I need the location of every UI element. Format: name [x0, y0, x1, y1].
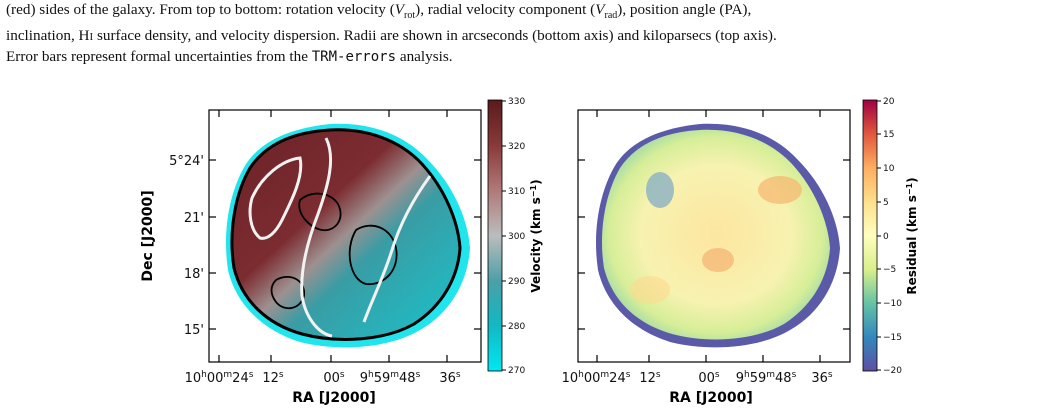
xtick-label: 00s [698, 370, 720, 386]
residual-map [596, 123, 840, 348]
colorbar-tick-label: 270 [508, 366, 525, 376]
residual-blob-negative [646, 172, 674, 208]
xtick-label: 36s [439, 370, 461, 386]
colorbar-tick-label: 0 [883, 232, 889, 242]
xtick-label: 10h00m24s [185, 370, 254, 386]
velocity-ytick-labels: 5°24' 21' 18' 15' [169, 154, 204, 338]
residual-axis-ticks [578, 110, 850, 362]
xtick-label: 12s [262, 370, 284, 386]
residual-axes-frame [577, 109, 851, 363]
xtick-label: 12s [639, 370, 661, 386]
xtick-label: 9h59m48s [736, 370, 797, 386]
contour-white-1 [248, 156, 303, 240]
colorbar-tick-label: 290 [508, 277, 525, 287]
colorbar-tick-label: 330 [508, 97, 525, 107]
colorbar-tick-label: −5 [883, 265, 896, 275]
caption-line-1: (red) sides of the galaxy. From top to b… [6, 1, 752, 22]
contour-black-1 [298, 192, 342, 232]
contour-white-2 [300, 137, 333, 338]
colorbar-tick-label: 20 [883, 97, 895, 107]
velocity-ylabel: Dec [J2000] [140, 190, 156, 281]
colorbar-tick-label: 320 [508, 142, 525, 152]
velocity-colorbar-labels: 330 320 310 300 290 280 270 [508, 97, 525, 376]
residual-xlabel: RA [J2000] [669, 390, 752, 406]
residual-blob-positive [702, 248, 734, 272]
velocity-colorbar-label: Velocity (km s−1) [529, 179, 543, 292]
contour-white-3 [362, 175, 432, 323]
residual-colorbar-label: Residual (km s−1) [905, 177, 919, 294]
velocity-axes-frame [208, 109, 482, 363]
residual-xtick-labels: 10h00m24s 12s 00s 9h59m48s 36s [562, 370, 833, 386]
residual-blob-positive [630, 276, 670, 304]
velocity-xlabel: RA [J2000] [292, 390, 375, 406]
colorbar-tick-label: −20 [883, 366, 902, 376]
colorbar-tick-label: 15 [883, 130, 894, 140]
velocity-colorbar-ticks [502, 100, 506, 371]
velocity-colorbar [487, 99, 503, 372]
residual-colorbar-labels: 20 15 10 5 0 −5 −10 −15 −20 [883, 97, 902, 376]
ytick-label: 21' [184, 211, 204, 226]
contour-black-2 [348, 224, 398, 285]
colorbar-tick-label: −10 [883, 299, 902, 309]
colorbar-tick-label: −15 [883, 333, 902, 343]
residual-panel: 10h00m24s 12s 00s 9h59m48s 36s RA [J2000… [562, 97, 919, 406]
contour-black-3 [270, 275, 305, 310]
colorbar-tick-label: 300 [508, 232, 525, 242]
residual-colorbar [862, 99, 878, 372]
colorbar-tick-label: 280 [508, 322, 525, 332]
velocity-axis-ticks [209, 110, 481, 362]
xtick-label: 9h59m48s [360, 370, 421, 386]
residual-colorbar-ticks [877, 100, 881, 371]
velocity-xtick-labels: 10h00m24s 12s 00s 9h59m48s 36s [185, 370, 461, 386]
residual-blob-positive [758, 176, 802, 204]
galaxy-velocity-disk [230, 128, 462, 341]
velocity-field-panel: 5°24' 21' 18' 15' 10h00m24s 12s 00s 9h59… [140, 97, 543, 406]
ytick-label: 18' [184, 267, 204, 282]
colorbar-tick-label: 5 [883, 198, 889, 208]
ytick-label: 5°24' [169, 154, 204, 169]
caption-line-2: inclination, HI surface density, and vel… [6, 27, 777, 45]
xtick-label: 36s [811, 370, 833, 386]
xtick-label: 10h00m24s [562, 370, 631, 386]
colorbar-tick-label: 10 [883, 164, 895, 174]
colorbar-tick-label: 310 [508, 187, 525, 197]
velocity-map [226, 123, 470, 348]
figure: 5°24' 21' 18' 15' 10h00m24s 12s 00s 9h59… [140, 97, 919, 406]
xtick-label: 00s [323, 370, 345, 386]
ytick-label: 15' [184, 323, 204, 338]
caption-line-3: Error bars represent formal uncertaintie… [6, 48, 453, 66]
figure-caption: (red) sides of the galaxy. From top to b… [6, 0, 1050, 67]
